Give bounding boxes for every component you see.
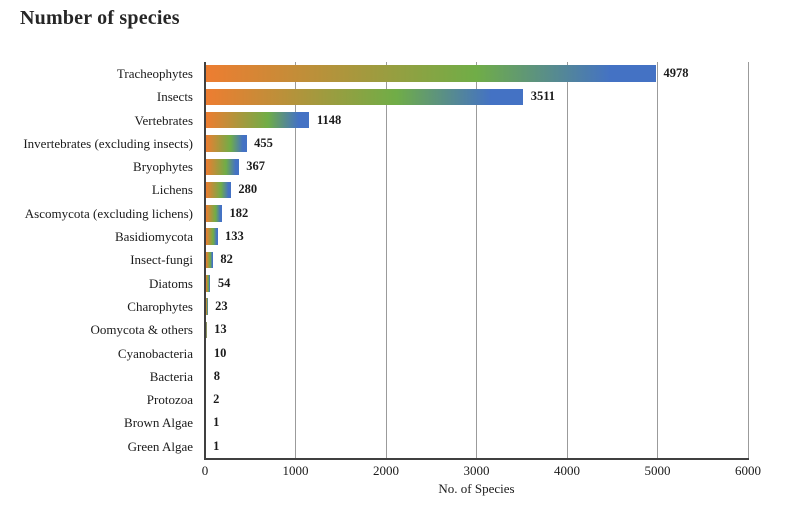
category-label: Charophytes — [127, 298, 193, 314]
category-label: Invertebrates (excluding insects) — [23, 135, 193, 151]
category-labels-column: Tracheophytes Insects Vertebrates Invertebr… — [0, 62, 193, 458]
gridline-4000 — [566, 62, 568, 458]
x-axis-title: No. of Species — [438, 481, 515, 496]
value-label: 13 — [214, 322, 227, 337]
value-label: 367 — [246, 159, 265, 174]
tick-label-4000: 4000 — [554, 463, 580, 478]
category-label: Tracheophytes — [116, 66, 193, 81]
bar — [205, 321, 207, 339]
value-label: 54 — [217, 275, 231, 290]
bar — [205, 368, 207, 385]
category-label: Vertebrates — [134, 112, 193, 128]
value-label: 133 — [225, 229, 244, 244]
value-label: 3511 — [530, 89, 556, 104]
bar — [205, 275, 211, 292]
value-label: 2 — [213, 392, 220, 407]
category-label: Basidiomycota — [115, 229, 193, 245]
category-label: Protozoa — [146, 392, 193, 408]
value-label: 4978 — [663, 66, 689, 80]
bar — [205, 344, 207, 362]
bar — [205, 88, 524, 106]
value-label: 1148 — [316, 112, 342, 127]
tick-label-2000: 2000 — [373, 463, 399, 478]
bar — [205, 251, 213, 269]
value-label: 455 — [254, 135, 273, 150]
value-label: 10 — [213, 345, 227, 360]
category-label: Insect-fungi — [130, 252, 193, 268]
y-axis-line — [204, 62, 206, 458]
tick-label-3000: 3000 — [463, 463, 490, 478]
bar — [205, 135, 247, 152]
bar — [205, 298, 208, 315]
category-label: Bacteria — [149, 368, 193, 384]
category-label: Ascomycota (excluding lichens) — [24, 205, 193, 221]
category-label: Brown Algae — [124, 415, 193, 431]
category-label: Green Algae — [127, 438, 193, 454]
chart-title: Number of species — [20, 7, 180, 29]
tick-label-6000: 6000 — [735, 463, 761, 478]
value-label: 1 — [213, 415, 220, 430]
bar — [205, 205, 222, 222]
gridline-2000 — [385, 62, 387, 458]
gridline-6000 — [747, 62, 749, 458]
bar — [205, 65, 656, 82]
tick-label-5000: 5000 — [644, 463, 671, 478]
plot-area: 4978 3511 1148 455 367 280 182 133 82 54 23 13 10 8 2 1… — [204, 62, 749, 460]
gridline-1000 — [295, 62, 296, 458]
category-label: Oomycota & others — [90, 322, 193, 338]
category-label: Insects — [156, 89, 193, 105]
category-label: Cyanobacteria — [117, 345, 193, 361]
category-label: Bryophytes — [133, 159, 193, 175]
category-label: Lichens — [151, 182, 193, 198]
value-label: 8 — [213, 368, 220, 383]
category-label: Diatoms — [148, 275, 193, 291]
value-label: 82 — [220, 252, 233, 267]
bar — [205, 181, 231, 199]
bar — [205, 111, 310, 129]
value-label: 1 — [213, 438, 220, 453]
tick-label-0: 0 — [201, 463, 209, 478]
x-axis-line — [204, 458, 749, 460]
bar — [205, 158, 239, 176]
tick-label-1000: 1000 — [282, 463, 309, 478]
gridline-5000 — [657, 62, 658, 458]
value-label: 23 — [215, 298, 228, 313]
gridline-3000 — [476, 62, 477, 458]
value-label: 280 — [238, 182, 258, 197]
value-label: 182 — [229, 205, 249, 220]
bar — [205, 228, 218, 245]
